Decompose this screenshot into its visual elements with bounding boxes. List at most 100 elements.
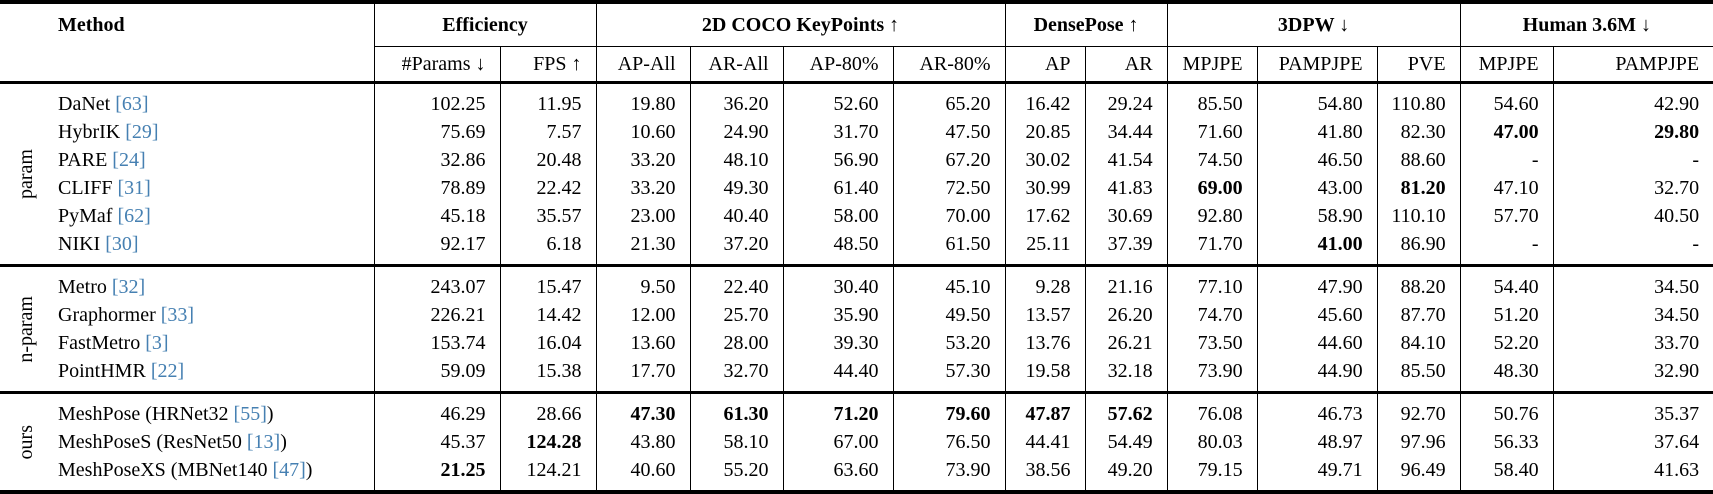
method-name: Metro	[58, 275, 112, 298]
citation-link[interactable]: [55]	[233, 402, 267, 425]
row-group-param: param DaNet [63] 102.25 11.95 19.80 36.20 52.6…	[0, 82, 1713, 266]
citation-link[interactable]: [3]	[145, 331, 169, 354]
value-cell: 46.50	[1256, 146, 1378, 174]
value-cell: 40.40	[689, 202, 784, 230]
value-cell: 58.10	[689, 428, 784, 456]
method-cell: HybrIK [29]	[52, 118, 374, 146]
value-cell: 96.49	[1376, 456, 1461, 492]
table-row: PARE [24] 32.86 20.48 33.20 48.10 56.90 67.20 3…	[0, 146, 1713, 174]
column-group-header: Human 3.6M ↓	[1459, 2, 1713, 47]
value-cell: 71.70	[1166, 230, 1258, 266]
row-group-label-text: param	[15, 149, 37, 199]
method-name: DaNet	[58, 92, 116, 115]
table-row: MeshPoseS (ResNet50 [13]) 45.37 124.28 43.8…	[0, 428, 1713, 456]
value-cell: 44.60	[1256, 329, 1378, 357]
column-sub-header: PAMPJPE	[1552, 46, 1713, 84]
value-cell: 46.29	[373, 391, 501, 428]
value-cell: 20.48	[499, 146, 597, 174]
citation-link[interactable]: [13]	[246, 430, 281, 453]
value-cell: 19.80	[595, 82, 691, 118]
value-cell: 13.76	[1004, 329, 1086, 357]
value-cell: 55.20	[689, 456, 784, 492]
value-cell: 61.50	[892, 230, 1006, 266]
column-sub-header: AP-80%	[782, 46, 894, 84]
value-cell: 92.80	[1166, 202, 1258, 230]
table-row: CLIFF [31] 78.89 22.42 33.20 49.30 61.40 72.50…	[0, 174, 1713, 202]
table-row: ours MeshPose (HRNet32 [55]) 46.29 28.66 47.…	[0, 391, 1713, 492]
value-cell: 26.20	[1084, 301, 1168, 329]
value-cell: 32.86	[373, 146, 501, 174]
column-sub-header: #Params ↓	[373, 46, 501, 84]
value-cell: 52.60	[782, 82, 894, 118]
row-group-label-text: ours	[15, 424, 37, 460]
citation-link[interactable]: [47]	[272, 458, 306, 481]
value-cell: 25.70	[689, 301, 784, 329]
citation-link[interactable]: [31]	[117, 176, 151, 199]
value-cell: 36.20	[689, 82, 784, 118]
method-name: PointHMR	[58, 359, 151, 382]
value-cell: 52.20	[1459, 329, 1554, 357]
column-group-header: DensePose ↑	[1004, 2, 1168, 47]
value-cell: -	[1552, 230, 1713, 266]
value-cell: 41.54	[1084, 146, 1168, 174]
method-cell: MeshPoseS (ResNet50 [13])	[52, 428, 374, 456]
value-cell: 48.50	[782, 230, 894, 266]
value-cell: 67.20	[892, 146, 1006, 174]
value-cell: 45.37	[373, 428, 501, 456]
citation-link[interactable]: [30]	[105, 232, 139, 255]
value-cell: 54.80	[1256, 82, 1378, 118]
value-cell: 28.00	[689, 329, 784, 357]
column-sub-header: AP-All	[595, 46, 691, 84]
value-cell: 32.90	[1552, 357, 1713, 393]
value-cell: 54.49	[1084, 428, 1168, 456]
value-cell: 10.60	[595, 118, 691, 146]
value-cell: 6.18	[499, 230, 597, 266]
method-cell: CLIFF [31]	[52, 174, 374, 202]
value-cell: 86.90	[1376, 230, 1461, 266]
value-cell: 9.28	[1004, 264, 1086, 301]
value-cell: 32.18	[1084, 357, 1168, 393]
value-cell: 41.00	[1256, 230, 1378, 266]
citation-link[interactable]: [24]	[112, 148, 146, 171]
value-cell: 54.60	[1459, 82, 1554, 118]
column-sub-header: PAMPJPE	[1256, 46, 1378, 84]
table-row: Graphormer [33] 226.21 14.42 12.00 25.70 35.9…	[0, 301, 1713, 329]
value-cell: 69.00	[1166, 174, 1258, 202]
value-cell: 22.42	[499, 174, 597, 202]
value-cell: 87.70	[1376, 301, 1461, 329]
value-cell: 49.20	[1084, 456, 1168, 492]
method-cell: MeshPoseXS (MBNet140 [47])	[52, 456, 374, 492]
table-row: FastMetro [3] 153.74 16.04 13.60 28.00 39.30 5…	[0, 329, 1713, 357]
value-cell: 47.00	[1459, 118, 1554, 146]
value-cell: 74.70	[1166, 301, 1258, 329]
citation-link[interactable]: [32]	[111, 275, 146, 298]
value-cell: 47.50	[892, 118, 1006, 146]
citation-link[interactable]: [63]	[115, 92, 149, 115]
method-column-header: Method	[58, 13, 125, 36]
value-cell: 110.80	[1376, 82, 1461, 118]
value-cell: 76.08	[1166, 391, 1258, 428]
value-cell: 48.10	[689, 146, 784, 174]
value-cell: 41.80	[1256, 118, 1378, 146]
value-cell: 26.21	[1084, 329, 1168, 357]
value-cell: 45.18	[373, 202, 501, 230]
table-row: NIKI [30] 92.17 6.18 21.30 37.20 48.50 61.50 25…	[0, 230, 1713, 266]
value-cell: 57.30	[892, 357, 1006, 393]
value-cell: 78.89	[373, 174, 501, 202]
method-name: PARE	[58, 148, 113, 171]
value-cell: 47.30	[595, 391, 691, 428]
citation-link[interactable]: [62]	[117, 204, 151, 227]
method-name: MeshPoseS (ResNet50	[58, 430, 247, 453]
sub-header-row: #Params ↓ FPS ↑ AP-All AR-All AP-80% AR-80% AP…	[0, 46, 1713, 84]
citation-link[interactable]: [29]	[125, 120, 159, 143]
row-group-label: n-param	[0, 264, 52, 393]
value-cell: 85.50	[1166, 82, 1258, 118]
value-cell: 85.50	[1376, 357, 1461, 393]
citation-link[interactable]: [22]	[150, 359, 185, 382]
value-cell: -	[1459, 146, 1554, 174]
value-cell: 45.10	[892, 264, 1006, 301]
method-name-suffix: )	[266, 402, 274, 425]
value-cell: 40.50	[1552, 202, 1713, 230]
citation-link[interactable]: [33]	[160, 303, 195, 326]
